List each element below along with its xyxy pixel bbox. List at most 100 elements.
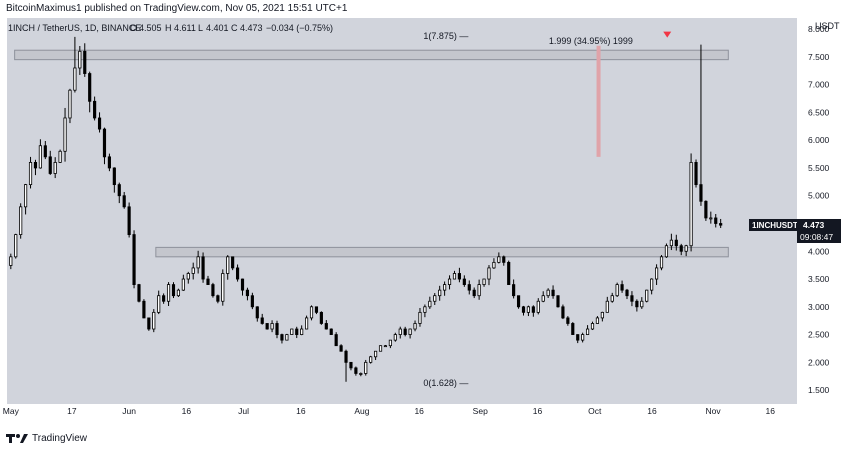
candle-body xyxy=(443,284,447,291)
legend-open: 4.505 xyxy=(139,23,162,33)
x-tick-label: 16 xyxy=(182,406,192,416)
candle xyxy=(142,299,146,319)
candle-body xyxy=(595,317,600,324)
y-tick-label: 7.000 xyxy=(808,80,830,90)
candle xyxy=(196,250,200,274)
candle-body xyxy=(334,334,338,347)
candle xyxy=(398,326,402,339)
candle-body xyxy=(162,295,166,302)
candle xyxy=(374,350,378,361)
fib-label-0: 1(7.875) — xyxy=(423,31,468,41)
candle xyxy=(541,291,545,303)
candle-body xyxy=(63,117,67,152)
candle xyxy=(546,288,550,298)
candle xyxy=(14,233,18,259)
candle xyxy=(329,328,333,335)
legend-open-label: O xyxy=(130,23,137,33)
legend-symbol: 1INCH / TetherUS, 1D, BINANCE xyxy=(8,23,141,33)
candle xyxy=(610,292,614,303)
candle-body xyxy=(191,267,195,274)
candles-layer xyxy=(9,36,723,382)
candle xyxy=(388,339,392,349)
candle-body xyxy=(181,278,185,291)
candle-body xyxy=(329,328,333,335)
candle xyxy=(216,294,220,304)
candle xyxy=(88,71,92,113)
time-axis[interactable]: May 17 Jun 16 Jul 16 Aug 16 Sep 16 Oct 16 Nov 16 xyxy=(3,404,797,416)
candle-body xyxy=(482,278,486,285)
candlestick-chart[interactable]: 1.999 (34.95%) 1999 1(7.875) — 0(1.628) —… xyxy=(0,16,850,430)
candle xyxy=(166,282,171,307)
zones-layer xyxy=(14,49,729,258)
candle-body xyxy=(546,289,550,297)
candle-body xyxy=(157,295,161,313)
candle xyxy=(684,244,688,257)
candle xyxy=(502,255,506,266)
candle xyxy=(152,309,156,333)
candle-body xyxy=(497,256,501,263)
candle xyxy=(339,344,343,352)
candle xyxy=(516,295,521,309)
time-axis-band xyxy=(7,404,797,416)
candle xyxy=(487,265,491,286)
candle-body xyxy=(457,273,461,280)
candle xyxy=(512,279,516,299)
candle xyxy=(428,296,432,309)
candle xyxy=(255,306,259,322)
candle-body xyxy=(142,300,146,319)
symbol-tag-bg xyxy=(749,218,797,231)
candle-body xyxy=(324,323,328,330)
candle-body xyxy=(206,278,210,285)
candle-body xyxy=(122,195,126,208)
candle xyxy=(659,255,664,271)
x-tick-label: Sep xyxy=(473,406,488,416)
candle xyxy=(290,328,294,335)
candle xyxy=(83,43,87,77)
candle-body xyxy=(176,289,181,297)
candle xyxy=(556,295,560,308)
candle xyxy=(462,275,466,287)
candle-body xyxy=(684,245,688,252)
candle xyxy=(364,359,368,376)
candle-body xyxy=(359,373,363,375)
candle xyxy=(9,253,13,270)
candle-body xyxy=(408,328,412,335)
candle-body xyxy=(576,334,580,341)
candle xyxy=(132,230,136,289)
candle-body xyxy=(418,311,422,324)
candle-body xyxy=(270,323,274,330)
candle-body xyxy=(561,306,565,319)
candle xyxy=(53,157,57,179)
candle-body xyxy=(388,339,392,347)
candle xyxy=(576,334,580,344)
candle xyxy=(171,282,176,299)
candle-body xyxy=(344,350,348,363)
candle-body xyxy=(235,267,240,280)
candle xyxy=(615,282,619,298)
candle xyxy=(433,293,437,305)
y-tick-label: 4.000 xyxy=(808,246,830,256)
candle xyxy=(226,255,230,280)
candle-body xyxy=(645,289,649,302)
candle-body xyxy=(694,162,698,186)
candle-body xyxy=(477,284,481,297)
x-tick-label: 16 xyxy=(766,406,776,416)
candle-body xyxy=(640,300,644,308)
candle-body xyxy=(250,295,254,308)
candle xyxy=(679,243,683,256)
currency-label: USDT xyxy=(815,21,840,31)
candle-body xyxy=(605,300,609,313)
candle xyxy=(669,233,673,251)
candle-body xyxy=(166,284,171,302)
candle-body xyxy=(102,128,107,158)
candle-body xyxy=(117,184,121,197)
candle-body xyxy=(659,256,664,269)
candle-body xyxy=(43,145,47,158)
legend-high-label: H xyxy=(165,23,172,33)
price-axis[interactable]: 8.0007.5007.0006.5006.0005.5005.0004.500… xyxy=(808,24,830,395)
candle xyxy=(477,279,481,300)
y-tick-label: 3.000 xyxy=(808,302,830,312)
candle-body xyxy=(556,295,560,308)
candle-body xyxy=(280,334,284,341)
candle-body xyxy=(221,273,225,302)
